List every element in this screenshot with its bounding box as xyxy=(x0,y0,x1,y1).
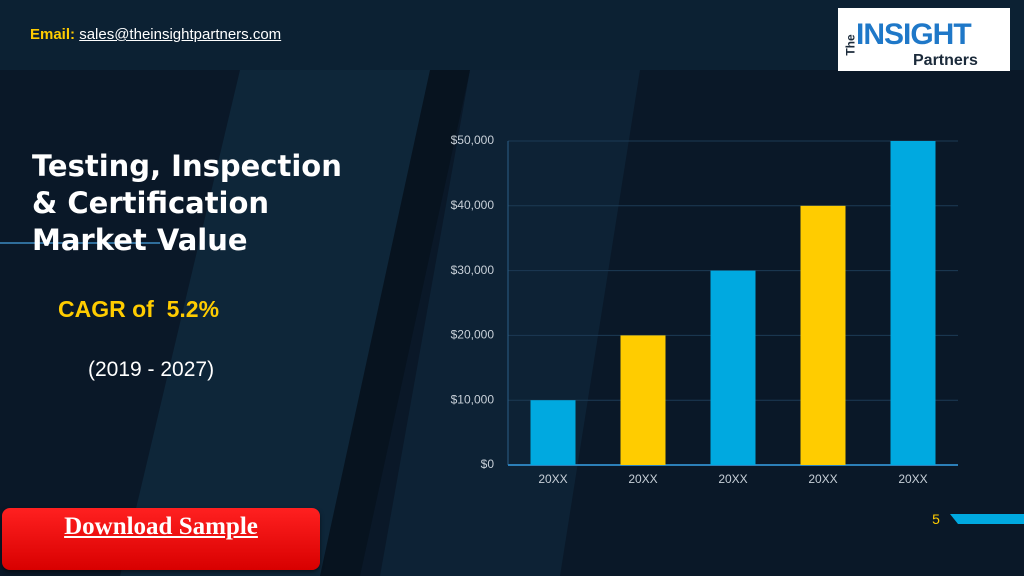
y-tick-label: $30,000 xyxy=(451,263,495,277)
x-tick-label: 20XX xyxy=(808,472,837,486)
title-line: & Certification xyxy=(32,186,270,220)
email: Email: sales@theinsightpartners.com xyxy=(30,26,281,43)
download-button[interactable]: Download Sample xyxy=(2,508,320,570)
page-number: 5 xyxy=(932,511,940,527)
bar xyxy=(620,335,666,465)
logo-insight: INSIGHT xyxy=(856,18,972,51)
email-label: Email: xyxy=(30,26,76,43)
stripe xyxy=(320,70,470,576)
period: (2019 - 2027) xyxy=(88,358,215,381)
title-line: Market Value xyxy=(32,223,248,257)
page-accent xyxy=(950,514,1024,524)
bar xyxy=(890,141,936,465)
bar xyxy=(530,400,576,465)
cagr: CAGR of 5.2% xyxy=(58,296,220,322)
logo-partners: Partners xyxy=(913,52,978,69)
y-tick-label: $20,000 xyxy=(451,328,495,342)
plot: $0 $10,000 $20,000 $30,000 $40,000 $50,000 20X… xyxy=(451,133,958,486)
button-label[interactable]: Download Sample xyxy=(64,513,258,540)
y-tick-label: $50,000 xyxy=(451,133,495,147)
stripe xyxy=(120,70,445,576)
x-tick-label: 20XX xyxy=(718,472,747,486)
title: Testing, Inspection & Certification Mark… xyxy=(32,148,342,259)
y-tick-label: $0 xyxy=(481,457,495,471)
x-tick-label: 20XX xyxy=(898,472,927,486)
bar xyxy=(800,205,846,466)
title-line: Testing, Inspection xyxy=(32,149,342,183)
x-tick-label: 20XX xyxy=(628,472,657,486)
email-address[interactable]: sales@theinsightpartners.com xyxy=(79,26,282,43)
bar xyxy=(710,270,756,465)
x-tick-label: 20XX xyxy=(538,472,567,486)
y-tick-label: $40,000 xyxy=(451,198,495,212)
logo: The INSIGHT Partners xyxy=(838,8,1010,71)
y-tick-label: $10,000 xyxy=(451,392,495,406)
